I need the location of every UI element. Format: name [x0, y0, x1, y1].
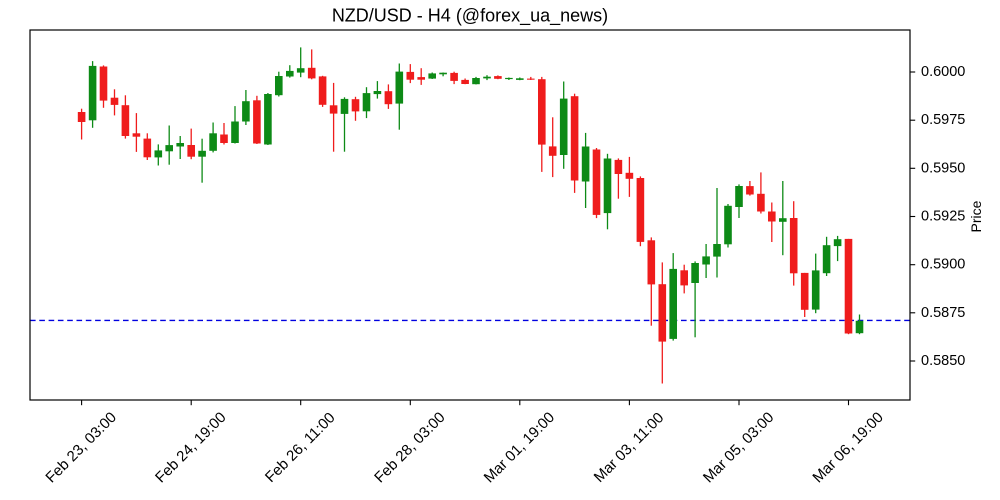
- svg-text:0.5875: 0.5875: [921, 305, 965, 321]
- svg-text:0.5850: 0.5850: [921, 353, 965, 369]
- svg-text:0.5975: 0.5975: [921, 112, 965, 128]
- svg-text:NZD/USD - H4 (@forex_ua_news): NZD/USD - H4 (@forex_ua_news): [332, 6, 608, 27]
- svg-text:Price: Price: [968, 200, 984, 232]
- svg-text:0.5950: 0.5950: [921, 160, 965, 176]
- svg-text:0.5925: 0.5925: [921, 209, 965, 225]
- svg-text:0.5900: 0.5900: [921, 257, 965, 273]
- svg-text:0.6000: 0.6000: [921, 64, 965, 80]
